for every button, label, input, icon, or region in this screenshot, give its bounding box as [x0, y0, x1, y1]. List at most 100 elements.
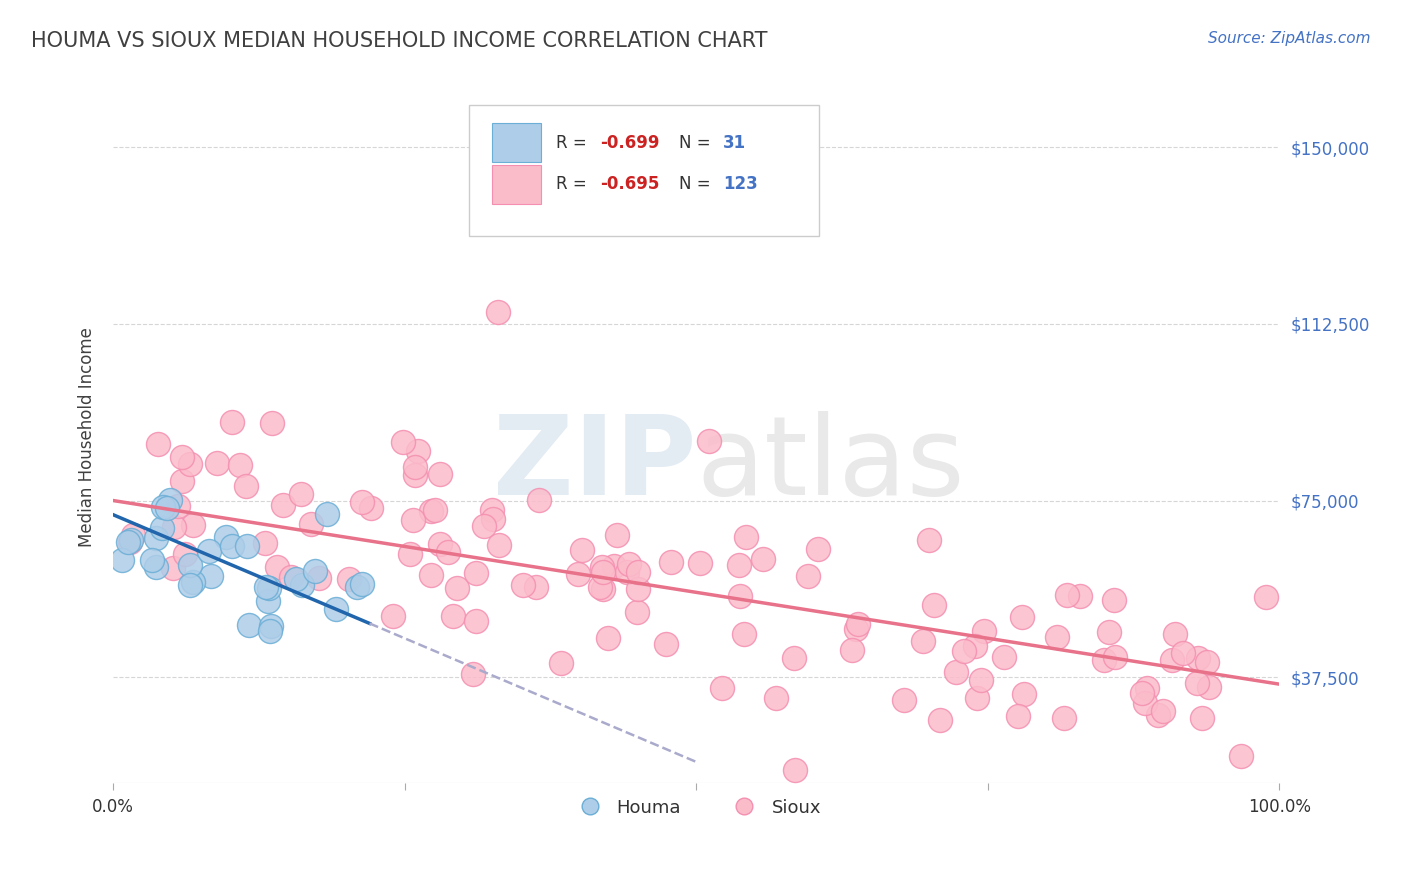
- Sioux: [163, 520, 186, 534]
- Sioux: [120, 535, 142, 549]
- Sioux: [918, 533, 941, 547]
- Sioux: [733, 627, 755, 641]
- Text: N =: N =: [679, 175, 716, 194]
- Sioux: [1152, 704, 1174, 718]
- Sioux: [752, 551, 775, 566]
- Sioux: [730, 590, 752, 604]
- Houma: [152, 500, 174, 514]
- Houma: [198, 544, 221, 558]
- Houma: [254, 580, 277, 594]
- Sioux: [1098, 624, 1121, 639]
- Sioux: [846, 616, 869, 631]
- Sioux: [420, 568, 443, 582]
- Sioux: [592, 560, 614, 574]
- Sioux: [398, 547, 420, 561]
- Sioux: [734, 530, 756, 544]
- Houma: [238, 617, 260, 632]
- Sioux: [1163, 626, 1185, 640]
- Sioux: [446, 581, 468, 595]
- Houma: [179, 558, 201, 573]
- Sioux: [1135, 696, 1157, 710]
- Sioux: [807, 542, 830, 557]
- Sioux: [1191, 711, 1213, 725]
- Sioux: [290, 486, 312, 500]
- Sioux: [488, 538, 510, 552]
- Sioux: [1012, 687, 1035, 701]
- Text: -0.699: -0.699: [600, 134, 659, 152]
- Sioux: [464, 614, 486, 628]
- Sioux: [527, 492, 550, 507]
- Sioux: [1185, 676, 1208, 690]
- Houma: [257, 581, 280, 595]
- Houma: [183, 574, 205, 589]
- Sioux: [659, 555, 682, 569]
- Sioux: [481, 512, 503, 526]
- Sioux: [973, 624, 995, 639]
- Sioux: [1011, 610, 1033, 624]
- Sioux: [174, 547, 197, 561]
- Sioux: [472, 518, 495, 533]
- Houma: [159, 492, 181, 507]
- Text: HOUMA VS SIOUX MEDIAN HOUSEHOLD INCOME CORRELATION CHART: HOUMA VS SIOUX MEDIAN HOUSEHOLD INCOME C…: [31, 31, 768, 51]
- Sioux: [592, 565, 614, 579]
- Sioux: [299, 517, 322, 532]
- Text: Source: ZipAtlas.com: Source: ZipAtlas.com: [1208, 31, 1371, 46]
- Text: ZIP: ZIP: [494, 411, 696, 518]
- Sioux: [1198, 681, 1220, 695]
- Sioux: [308, 571, 330, 585]
- Houma: [346, 580, 368, 594]
- Houma: [200, 569, 222, 583]
- Houma: [156, 501, 179, 516]
- Sioux: [172, 474, 194, 488]
- Sioux: [963, 639, 986, 653]
- Sioux: [337, 572, 360, 586]
- Sioux: [260, 416, 283, 430]
- Sioux: [441, 609, 464, 624]
- Sioux: [122, 528, 145, 542]
- Text: N =: N =: [679, 134, 716, 152]
- Sioux: [360, 501, 382, 516]
- Sioux: [596, 631, 619, 645]
- Sioux: [146, 437, 169, 451]
- Sioux: [512, 578, 534, 592]
- Sioux: [589, 580, 612, 594]
- Sioux: [205, 456, 228, 470]
- Sioux: [229, 458, 252, 473]
- Houma: [235, 540, 257, 554]
- Text: 123: 123: [723, 175, 758, 194]
- Sioux: [550, 656, 572, 670]
- Sioux: [1146, 707, 1168, 722]
- Sioux: [627, 582, 650, 597]
- Sioux: [841, 643, 863, 657]
- Sioux: [402, 513, 425, 527]
- Sioux: [928, 713, 950, 727]
- FancyBboxPatch shape: [492, 123, 541, 162]
- Sioux: [699, 434, 721, 449]
- Sioux: [352, 495, 374, 509]
- Sioux: [952, 644, 974, 658]
- Sioux: [1053, 711, 1076, 725]
- Sioux: [179, 457, 201, 471]
- Sioux: [391, 435, 413, 450]
- Sioux: [1135, 681, 1157, 696]
- Sioux: [481, 503, 503, 517]
- Sioux: [404, 460, 426, 475]
- Text: R =: R =: [557, 175, 592, 194]
- Sioux: [437, 544, 460, 558]
- Houma: [117, 534, 139, 549]
- Sioux: [912, 634, 935, 648]
- Sioux: [689, 556, 711, 570]
- Sioux: [382, 608, 405, 623]
- Houma: [215, 530, 238, 544]
- Text: R =: R =: [557, 134, 592, 152]
- Houma: [257, 594, 280, 608]
- Sioux: [1104, 593, 1126, 607]
- Sioux: [280, 570, 302, 584]
- Sioux: [728, 558, 751, 572]
- Sioux: [945, 665, 967, 680]
- Sioux: [711, 681, 734, 695]
- Sioux: [626, 605, 648, 619]
- Sioux: [783, 651, 806, 665]
- Sioux: [461, 666, 484, 681]
- Sioux: [406, 444, 429, 458]
